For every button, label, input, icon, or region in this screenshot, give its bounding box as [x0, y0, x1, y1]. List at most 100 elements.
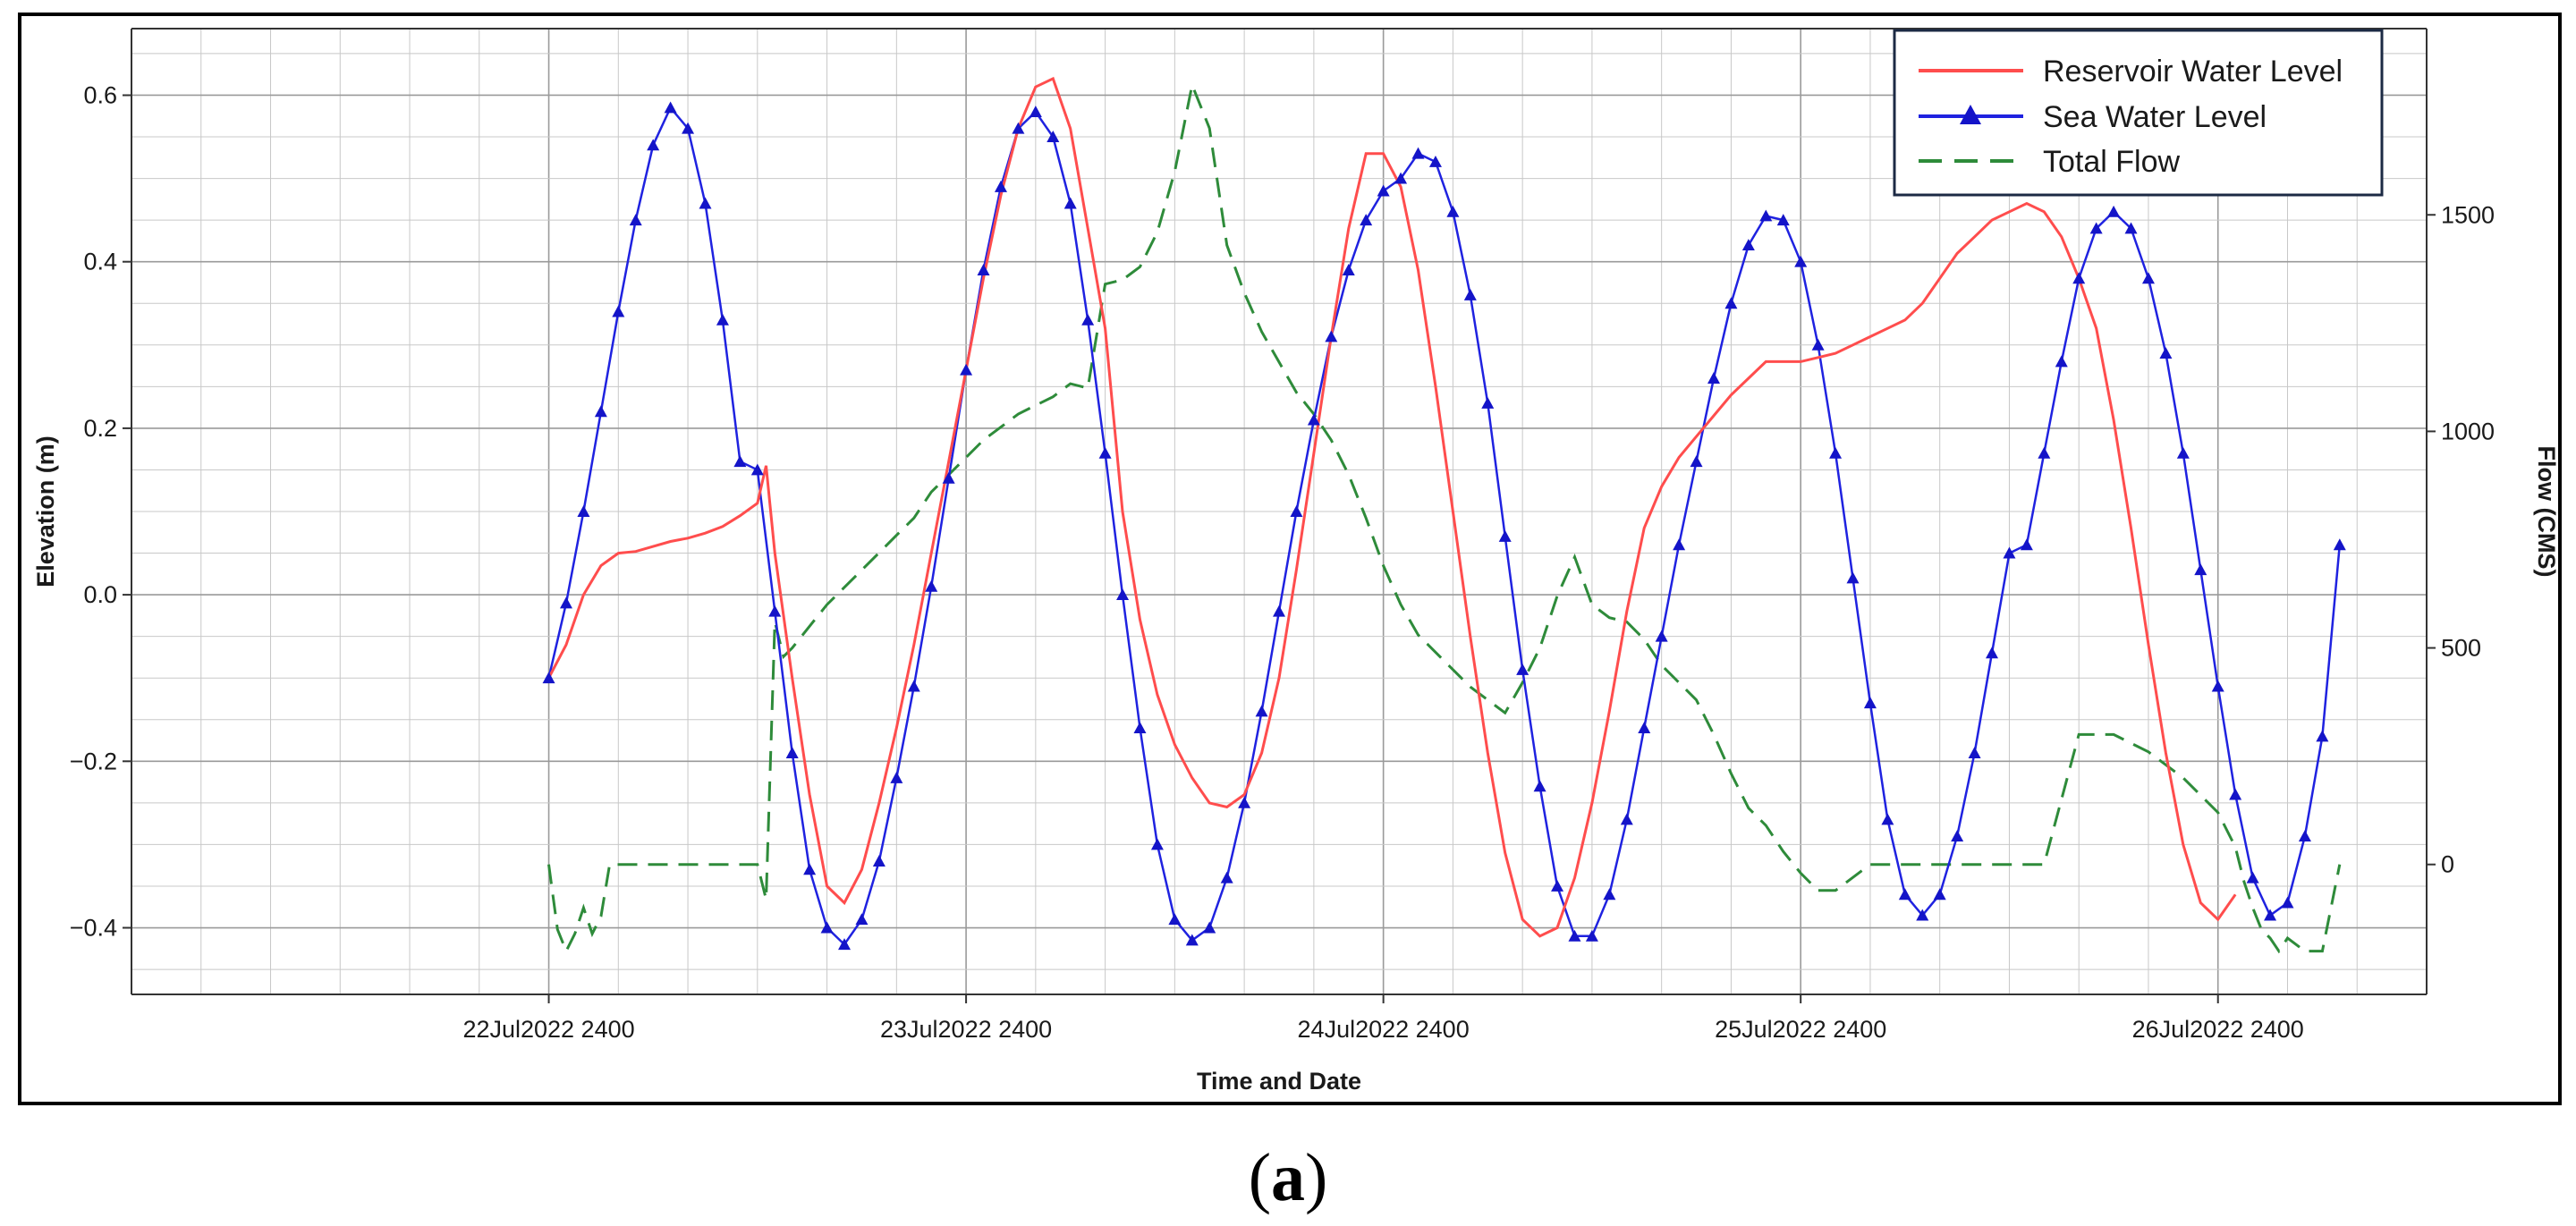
- sea-level-point: [1916, 909, 1929, 921]
- sea-level-point: [2141, 272, 2155, 284]
- sea-level-point: [1168, 913, 1182, 926]
- legend-marker-triangle-icon: [1960, 105, 1981, 124]
- legend-box: [1893, 29, 2384, 197]
- y2-axis-title: Flow (CMS): [2533, 446, 2560, 578]
- sea-level-point: [1220, 871, 1233, 884]
- sea-level-point: [1046, 131, 1060, 142]
- sea-level-point: [1846, 571, 1860, 584]
- sea-level-point: [1481, 396, 1495, 409]
- series-line-reservoir-water-level: [547, 76, 2237, 938]
- sea-level-point: [1690, 455, 1703, 468]
- sea-level-point: [1325, 330, 1338, 342]
- sea-level-point: [1603, 888, 1616, 900]
- sea-level-point: [2211, 680, 2224, 692]
- y-tick-label: 0.0: [83, 581, 117, 608]
- sea-level-point: [2159, 347, 2173, 359]
- sea-level-point: [820, 921, 834, 934]
- legend-label-sea: Sea Water Level: [2043, 100, 2267, 134]
- sea-level-point: [682, 122, 695, 134]
- sea-level-point: [1986, 647, 1999, 659]
- sea-level-point: [664, 101, 677, 114]
- sea-level-point: [1863, 697, 1877, 709]
- sea-level-point: [2246, 871, 2259, 884]
- sea-level-point: [1638, 722, 1651, 734]
- axes: [131, 28, 2428, 995]
- sea-level-point: [2298, 830, 2311, 842]
- sea-level-point: [1428, 155, 1442, 167]
- sea-level-point: [785, 747, 799, 758]
- sea-level-point: [2038, 446, 2051, 459]
- x-tick-label: 24Jul2022 2400: [1298, 1016, 1470, 1043]
- sea-level-point: [2194, 563, 2207, 576]
- sea-level-point: [1516, 663, 1530, 675]
- sea-level-point: [2264, 909, 2277, 921]
- sea-level-point: [1150, 838, 1164, 850]
- y2-tick-label: 500: [2441, 635, 2481, 662]
- series-line-total-flow: [547, 80, 2342, 955]
- sea-level-point: [768, 605, 782, 617]
- sea-level-point: [1620, 813, 1633, 825]
- sea-level-point: [1116, 588, 1130, 601]
- sea-level-point: [1238, 796, 1251, 808]
- y-tick-label: 0.6: [83, 81, 117, 108]
- sea-level-point: [2003, 546, 2016, 559]
- y-tick-label: 0.2: [83, 415, 117, 442]
- sea-level-point: [2055, 355, 2068, 368]
- y-tick-label: −0.4: [70, 915, 117, 942]
- sea-level-point: [2333, 538, 2346, 551]
- tick-labels: 22Jul2022 2400 23Jul2022 2400 24Jul2022 24…: [70, 81, 2495, 1043]
- sea-level-point: [1133, 722, 1147, 734]
- y-tick-label: 0.4: [83, 249, 117, 275]
- sea-level-point: [1290, 505, 1303, 517]
- y2-tick-label: 1500: [2441, 201, 2495, 228]
- sea-level-point: [716, 313, 729, 326]
- sea-level-point: [1342, 264, 1355, 275]
- sea-level-point: [1273, 605, 1285, 617]
- sea-level-point: [577, 505, 590, 517]
- sea-level-point: [1951, 830, 1964, 842]
- sea-level-point: [907, 680, 920, 692]
- sea-level-point: [1898, 888, 1911, 900]
- sea-level-point: [1811, 338, 1825, 351]
- sea-level-point: [890, 771, 903, 783]
- sea-level-point: [2281, 896, 2294, 909]
- sea-level-point: [1360, 214, 1373, 226]
- sea-level-point: [1759, 209, 1773, 222]
- sea-level-point: [2089, 222, 2103, 234]
- sea-level-point: [1446, 205, 1460, 217]
- sea-level-point: [1063, 197, 1077, 209]
- sea-level-point: [1203, 921, 1216, 934]
- sea-level-point: [750, 463, 764, 476]
- sea-level-point: [1533, 780, 1546, 792]
- sea-level-point: [733, 455, 747, 468]
- x-tick-label: 23Jul2022 2400: [880, 1016, 1052, 1043]
- x-tick-label: 26Jul2022 2400: [2132, 1016, 2304, 1043]
- sea-level-point: [1794, 255, 1808, 267]
- y2-tick-label: 0: [2441, 851, 2454, 878]
- series-line-sea-water-level: [547, 106, 2342, 947]
- sea-level-point: [1029, 106, 1042, 118]
- sea-level-point: [2107, 205, 2121, 217]
- sea-level-point: [2124, 222, 2138, 234]
- panel-letter: a: [1271, 1140, 1305, 1215]
- sea-level-point: [1829, 446, 1843, 459]
- sea-level-point: [855, 913, 869, 926]
- sea-level-point: [1585, 929, 1598, 942]
- x-tick-label: 25Jul2022 2400: [1715, 1016, 1886, 1043]
- y2-tick-label: 1000: [2441, 418, 2495, 444]
- legend-label-reservoir: Reservoir Water Level: [2043, 55, 2343, 89]
- sea-level-point: [1498, 529, 1512, 542]
- sea-level-point: [1377, 184, 1390, 197]
- sea-level-point: [1724, 297, 1738, 309]
- sea-level-point: [1968, 747, 1981, 758]
- sea-level-point: [2020, 538, 2033, 551]
- sea-level-point: [2072, 272, 2086, 284]
- y-axis-title: Elevation (m): [32, 435, 59, 588]
- x-tick-label: 22Jul2022 2400: [462, 1016, 634, 1043]
- sea-level-point: [872, 855, 886, 867]
- sea-level-point: [612, 305, 625, 317]
- chart: 22Jul2022 2400 23Jul2022 2400 24Jul2022 24…: [32, 28, 2560, 1095]
- sea-level-point: [1933, 888, 1946, 900]
- sea-level-point: [1463, 288, 1477, 300]
